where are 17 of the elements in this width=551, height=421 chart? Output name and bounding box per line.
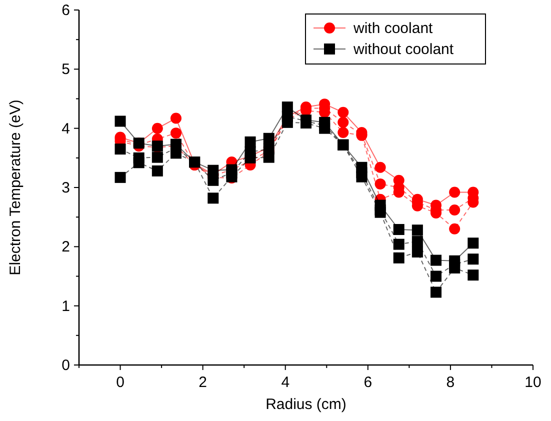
y-tick-label: 2 bbox=[62, 238, 70, 256]
y-tick-label: 4 bbox=[62, 120, 70, 138]
y-tick-label: 3 bbox=[62, 180, 70, 196]
y-tick-label: 5 bbox=[62, 61, 70, 78]
y-tick-label: 1 bbox=[62, 298, 70, 315]
y-tick-label: 6 bbox=[62, 2, 70, 19]
legend-label: with coolant bbox=[352, 20, 434, 37]
y-axis-title: Electron Temperature (eV) bbox=[7, 100, 24, 276]
x-axis-title: Radius (cm) bbox=[266, 396, 346, 413]
x-tick-label: 2 bbox=[198, 374, 207, 391]
y-tick-label: 0 bbox=[62, 357, 70, 374]
legend-label: without coolant bbox=[352, 41, 454, 58]
x-tick-label: 8 bbox=[446, 374, 455, 391]
x-tick-label: 0 bbox=[116, 374, 124, 391]
x-tick-label: 4 bbox=[281, 374, 290, 391]
x-tick-label: 6 bbox=[364, 374, 372, 391]
x-tick-label: 10 bbox=[524, 374, 542, 391]
